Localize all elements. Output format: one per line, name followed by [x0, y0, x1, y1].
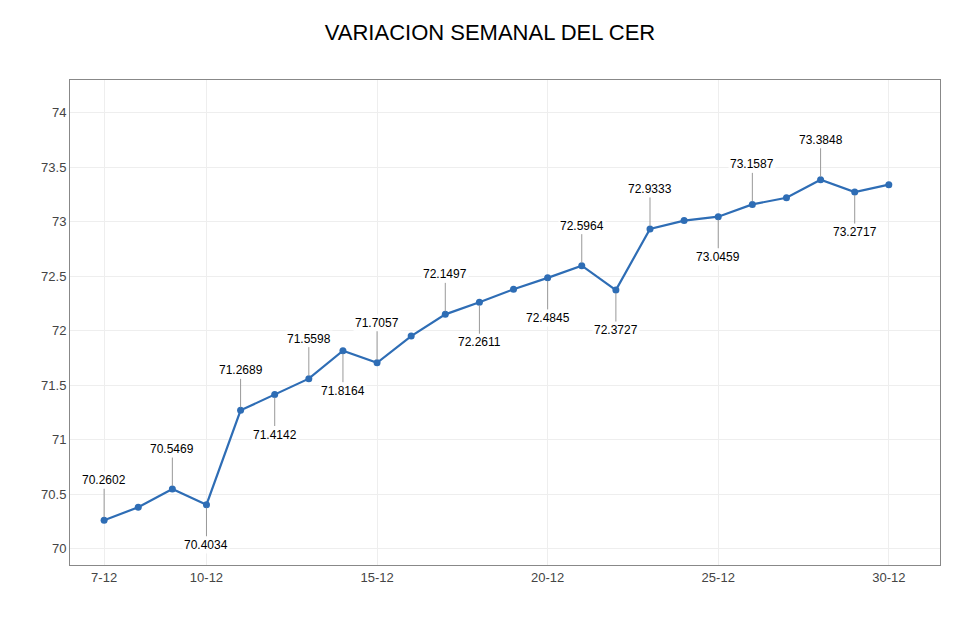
svg-text:71: 71: [52, 432, 66, 447]
svg-text:70.2602: 70.2602: [82, 473, 126, 487]
svg-text:7-12: 7-12: [91, 570, 117, 585]
svg-text:71.5: 71.5: [41, 378, 66, 393]
svg-text:71.4142: 71.4142: [253, 428, 297, 442]
svg-text:25-12: 25-12: [702, 570, 735, 585]
svg-text:73.1587: 73.1587: [730, 157, 774, 171]
svg-text:72.9333: 72.9333: [628, 182, 672, 196]
svg-text:70.5: 70.5: [41, 487, 66, 502]
svg-text:72.1497: 72.1497: [423, 267, 467, 281]
svg-text:71.2689: 71.2689: [219, 363, 263, 377]
svg-text:30-12: 30-12: [872, 570, 905, 585]
svg-text:72.4845: 72.4845: [526, 311, 570, 325]
svg-text:73.3848: 73.3848: [799, 133, 843, 147]
svg-text:71.7057: 71.7057: [355, 316, 399, 330]
svg-text:72.5964: 72.5964: [560, 219, 604, 233]
svg-text:70.4034: 70.4034: [184, 538, 228, 552]
svg-text:70: 70: [52, 541, 66, 556]
svg-text:72.5: 72.5: [41, 269, 66, 284]
svg-text:72.3727: 72.3727: [594, 323, 638, 337]
svg-text:73.2717: 73.2717: [833, 225, 877, 239]
svg-text:70.5469: 70.5469: [150, 442, 194, 456]
svg-text:71.5598: 71.5598: [287, 332, 331, 346]
svg-text:71.8164: 71.8164: [321, 384, 365, 398]
svg-text:15-12: 15-12: [360, 570, 393, 585]
svg-text:VARIACION SEMANAL DEL CER: VARIACION SEMANAL DEL CER: [325, 20, 655, 45]
svg-text:73.5: 73.5: [41, 160, 66, 175]
svg-text:73: 73: [52, 214, 66, 229]
svg-text:10-12: 10-12: [190, 570, 223, 585]
svg-text:72: 72: [52, 323, 66, 338]
svg-text:74: 74: [52, 105, 66, 120]
svg-text:73.0459: 73.0459: [696, 250, 740, 264]
svg-text:72.2611: 72.2611: [458, 335, 501, 349]
svg-text:20-12: 20-12: [531, 570, 564, 585]
